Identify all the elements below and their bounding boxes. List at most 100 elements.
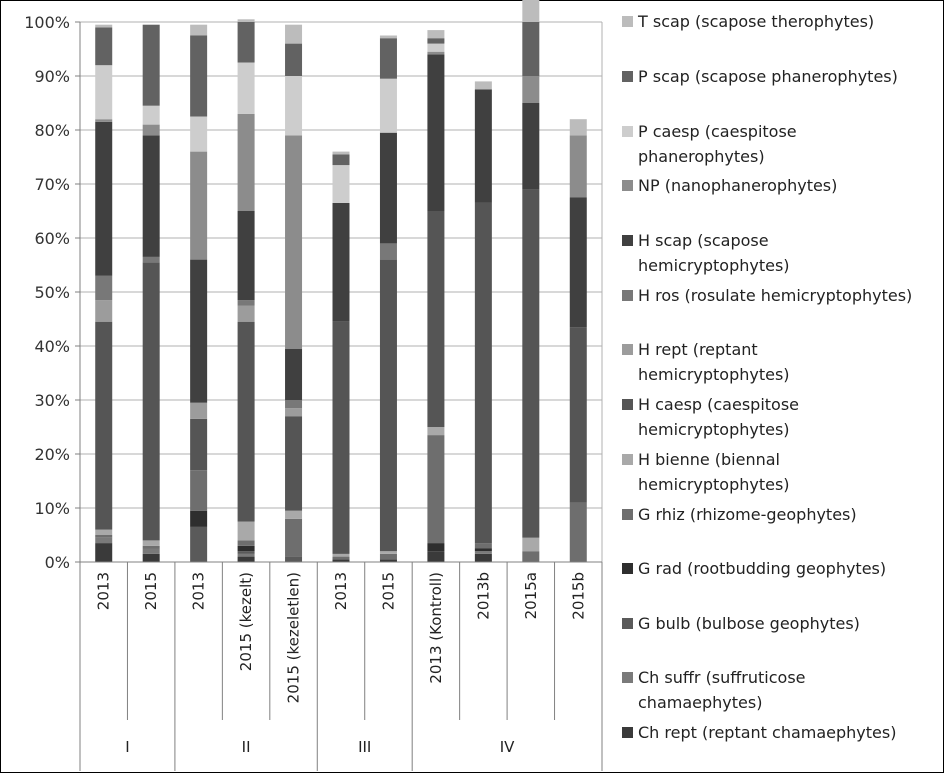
bar-segment — [332, 202, 350, 322]
bar-segment — [190, 470, 208, 511]
legend-swatch — [622, 344, 633, 355]
bar-segment — [95, 65, 113, 120]
legend-label: G rad (rootbudding geophytes) — [638, 559, 886, 578]
bar-segment — [285, 348, 303, 400]
bar-segment — [285, 43, 303, 76]
bar-segment — [190, 259, 208, 403]
bar-segment — [237, 551, 255, 554]
bar-segment — [95, 321, 113, 530]
bar-segment — [332, 553, 350, 557]
y-tick-label: 20% — [34, 445, 70, 464]
bar-segment — [474, 543, 492, 549]
x-tick-label: 2013 — [95, 572, 113, 610]
bar-segment — [142, 545, 160, 549]
bar-segment — [569, 197, 587, 328]
bar-segment — [95, 529, 113, 535]
y-tick-label: 60% — [34, 229, 70, 248]
y-axis: 0% 10% 20% 30% 40% 50% 60% 70% 80% 90% 100% — [24, 13, 81, 572]
bar-segment — [474, 548, 492, 552]
x-tick-label: 2015 (kezelt) — [237, 572, 255, 671]
bar-segment — [95, 121, 113, 276]
bar-segment — [379, 38, 397, 79]
bar-segment — [142, 256, 160, 263]
bar-segment — [237, 540, 255, 546]
bar-segment — [237, 321, 255, 522]
x-axis: 2013 2015 2013 2015 (kezelt) 2015 (kezeletle… — [79, 561, 603, 771]
bar-segment — [142, 548, 160, 554]
bar-segment — [237, 19, 255, 22]
legend-swatch — [622, 727, 633, 738]
bar-segment — [95, 537, 113, 544]
y-tick-label: 100% — [24, 13, 70, 32]
bar-segment — [190, 35, 208, 117]
x-tick-label: 2015b — [569, 572, 587, 620]
x-tick-label: 2015 — [142, 572, 160, 610]
bar-segment — [332, 559, 350, 562]
legend-label: phanerophytes) — [638, 147, 765, 166]
legend-swatch — [622, 290, 633, 301]
legend-label: G rhiz (rhizome-geophytes) — [638, 505, 857, 524]
bar-segment — [427, 30, 445, 39]
bar-segment — [285, 518, 303, 557]
bar-segment — [379, 35, 397, 39]
x-tick-label: 2013 — [332, 572, 350, 610]
bar-segment — [569, 119, 587, 136]
bar-segment — [285, 400, 303, 409]
bar-segment — [95, 119, 113, 122]
bar-segment — [522, 0, 540, 22]
bar-segment — [474, 551, 492, 554]
bar-segment — [569, 327, 587, 503]
legend-label: NP (nanophanerophytes) — [638, 176, 837, 195]
bar-segment — [427, 38, 445, 44]
bar-segment — [522, 537, 540, 552]
bar-segment — [427, 43, 445, 52]
bar-segment — [427, 435, 445, 544]
legend-label: H scap (scapose — [638, 231, 769, 250]
bar-segment — [285, 416, 303, 511]
bar-segment — [285, 135, 303, 349]
bar-segment — [379, 559, 397, 562]
bar-segment — [522, 551, 540, 562]
legend-label: H rept (reptant — [638, 340, 758, 359]
bar-segment — [332, 151, 350, 155]
legend-swatch — [622, 126, 633, 137]
legend-swatch — [622, 16, 633, 27]
legend-swatch — [622, 235, 633, 246]
legend: T scap (scapose therophytes) P scap (scap… — [622, 12, 912, 742]
bar-segment — [237, 211, 255, 301]
y-tick-label: 50% — [34, 283, 70, 302]
group-label: IV — [500, 738, 515, 756]
bar-segment — [427, 551, 445, 562]
bar-segment — [332, 154, 350, 166]
bar-segment — [569, 135, 587, 198]
bar-segment — [190, 526, 208, 562]
bar-segment — [95, 535, 113, 538]
legend-label: hemicryptophytes) — [638, 256, 790, 275]
bar-segment — [237, 553, 255, 557]
legend-label: T scap (scapose therophytes) — [637, 12, 874, 31]
bar-segment — [237, 300, 255, 306]
bar-segment — [474, 553, 492, 562]
legend-label: H bienne (biennal — [638, 450, 780, 469]
legend-swatch — [622, 454, 633, 465]
bar-segment — [95, 27, 113, 66]
legend-label: G bulb (bulbose geophytes) — [638, 614, 860, 633]
y-tick-label: 0% — [45, 553, 70, 572]
legend-label: chamaephytes) — [638, 693, 762, 712]
bars — [95, 0, 587, 562]
bar-segment — [379, 551, 397, 554]
bar-segment — [190, 402, 208, 419]
bar-segment — [95, 543, 113, 562]
legend-label: H caesp (caespitose — [638, 395, 799, 414]
legend-swatch — [622, 618, 633, 629]
bar-segment — [190, 418, 208, 471]
bar-segment — [95, 300, 113, 322]
bar-segment — [427, 427, 445, 436]
y-tick-label: 10% — [34, 499, 70, 518]
legend-label: hemicryptophytes) — [638, 420, 790, 439]
bar-segment — [285, 24, 303, 44]
legend-swatch — [622, 71, 633, 82]
bar-segment — [379, 78, 397, 133]
legend-label: Ch suffr (suffruticose — [638, 668, 806, 687]
bar-segment — [474, 202, 492, 544]
